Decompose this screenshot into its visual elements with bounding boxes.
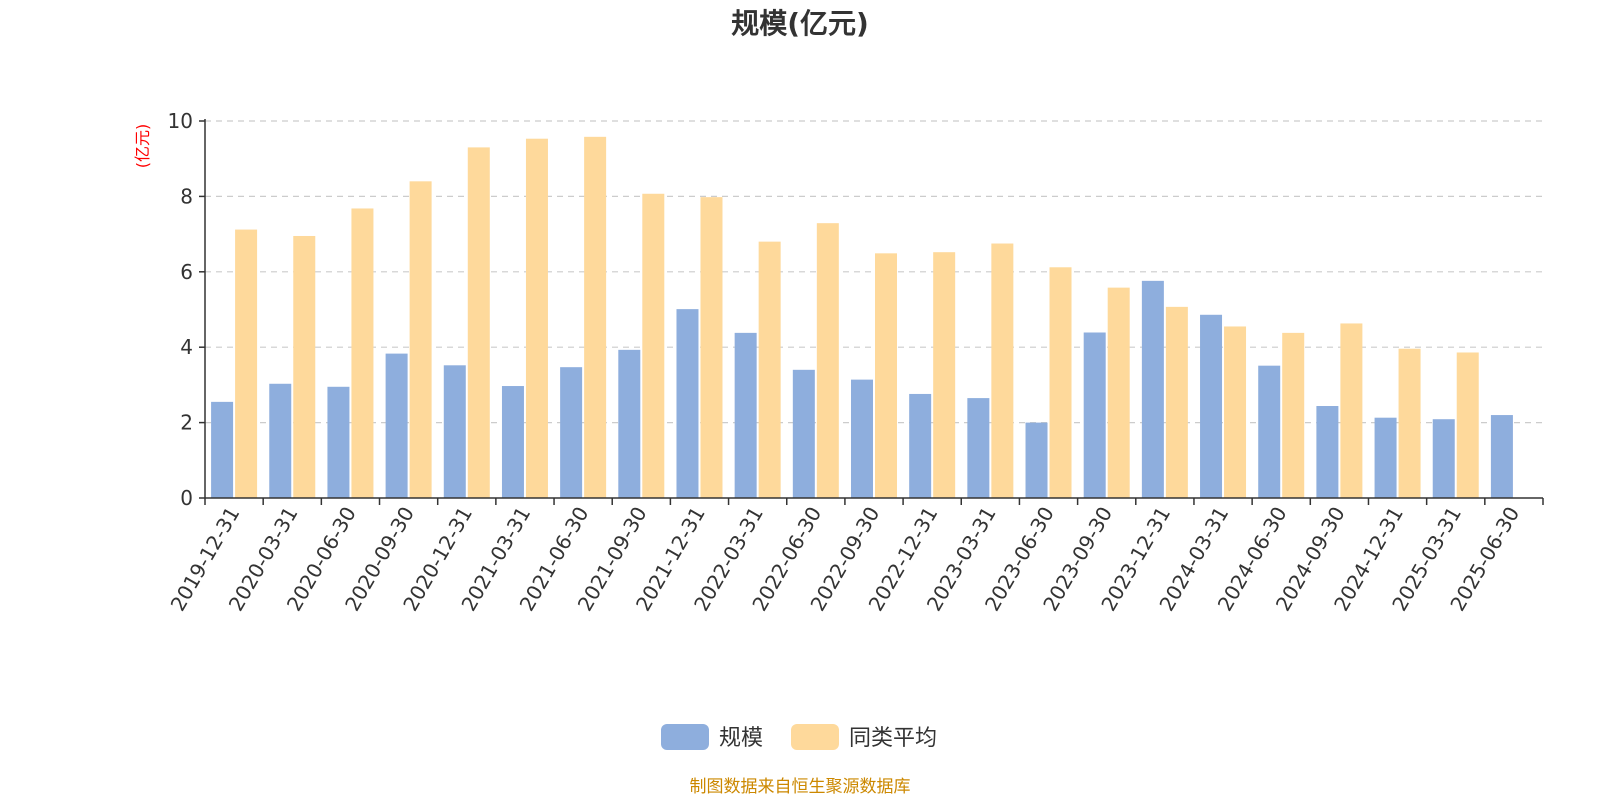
bar-peer-average[interactable] — [409, 181, 432, 498]
y-tick-labels: 0 2 4 6 8 10 — [168, 109, 205, 510]
bar-scale[interactable] — [327, 386, 350, 498]
bar-scale[interactable] — [560, 367, 583, 498]
bar-peer-average[interactable] — [1165, 306, 1188, 498]
bar-peer-average[interactable] — [293, 235, 316, 499]
bar-peer-average[interactable] — [351, 208, 374, 499]
bar-peer-average[interactable] — [1224, 326, 1247, 498]
chart-title: 规模(亿元) — [731, 7, 869, 40]
legend[interactable]: 规模 同类平均 — [661, 724, 937, 751]
source-note: 制图数据来自恒生聚源数据库 — [690, 777, 911, 797]
legend-swatch — [661, 724, 709, 750]
bar-scale[interactable] — [851, 379, 873, 498]
bar-peer-average[interactable] — [1340, 323, 1363, 498]
bar-peer-average[interactable] — [467, 147, 490, 498]
bar-peer-average[interactable] — [1282, 332, 1305, 498]
bar-scale[interactable] — [1258, 365, 1281, 498]
bar-scale[interactable] — [1200, 314, 1223, 498]
y-tick-label: 10 — [168, 109, 193, 133]
bar-peer-average[interactable] — [991, 243, 1014, 498]
bar-scale[interactable] — [1490, 415, 1513, 498]
bar-scale[interactable] — [385, 353, 408, 498]
y-axis-label: (亿元) — [133, 124, 152, 169]
y-tick-label: 4 — [180, 335, 193, 359]
bar-scale[interactable] — [734, 332, 757, 498]
bar-scale[interactable] — [1025, 422, 1048, 498]
bar-peer-average[interactable] — [1398, 348, 1421, 498]
bar-scale[interactable] — [501, 386, 524, 498]
bar-peer-average[interactable] — [816, 223, 839, 499]
bar-peer-average[interactable] — [875, 253, 897, 498]
bar-scale[interactable] — [792, 369, 815, 498]
bar-peer-average[interactable] — [700, 197, 723, 499]
bar-peer-average[interactable] — [1107, 287, 1130, 498]
legend-label: 规模 — [719, 726, 763, 751]
legend-item-scale[interactable]: 规模 — [661, 724, 763, 751]
bar-scale[interactable] — [967, 398, 990, 498]
bar-scale[interactable] — [1141, 280, 1164, 498]
y-tick-label: 2 — [180, 411, 193, 435]
y-tick-label: 8 — [180, 184, 193, 208]
legend-label: 同类平均 — [849, 726, 937, 751]
bar-scale[interactable] — [676, 309, 699, 498]
legend-item-peer-average[interactable]: 同类平均 — [791, 724, 937, 751]
bar-peer-average[interactable] — [642, 193, 665, 499]
x-tick-labels: 2019-12-312020-03-312020-06-302020-09-30… — [166, 498, 1544, 615]
bar-peer-average[interactable] — [933, 252, 956, 498]
legend-swatch — [791, 724, 839, 750]
bar-scale[interactable] — [909, 393, 932, 498]
y-tick-label: 0 — [180, 486, 193, 510]
bar-scale[interactable] — [269, 383, 292, 498]
bar-peer-average[interactable] — [525, 138, 548, 498]
bar-peer-average[interactable] — [1456, 352, 1479, 498]
bar-scale[interactable] — [1374, 417, 1397, 498]
bar-scale[interactable] — [1083, 332, 1106, 498]
y-tick-label: 6 — [180, 260, 193, 284]
bar-scale[interactable] — [618, 349, 641, 498]
bar-peer-average[interactable] — [584, 136, 607, 499]
bar-scale[interactable] — [1432, 419, 1455, 498]
bar-scale[interactable] — [211, 401, 234, 498]
bar-scale[interactable] — [1316, 406, 1339, 498]
bar-peer-average[interactable] — [758, 241, 781, 498]
bar-peer-average[interactable] — [235, 229, 258, 499]
bars — [211, 136, 1513, 499]
bar-scale[interactable] — [443, 365, 466, 498]
bar-peer-average[interactable] — [1049, 267, 1072, 498]
